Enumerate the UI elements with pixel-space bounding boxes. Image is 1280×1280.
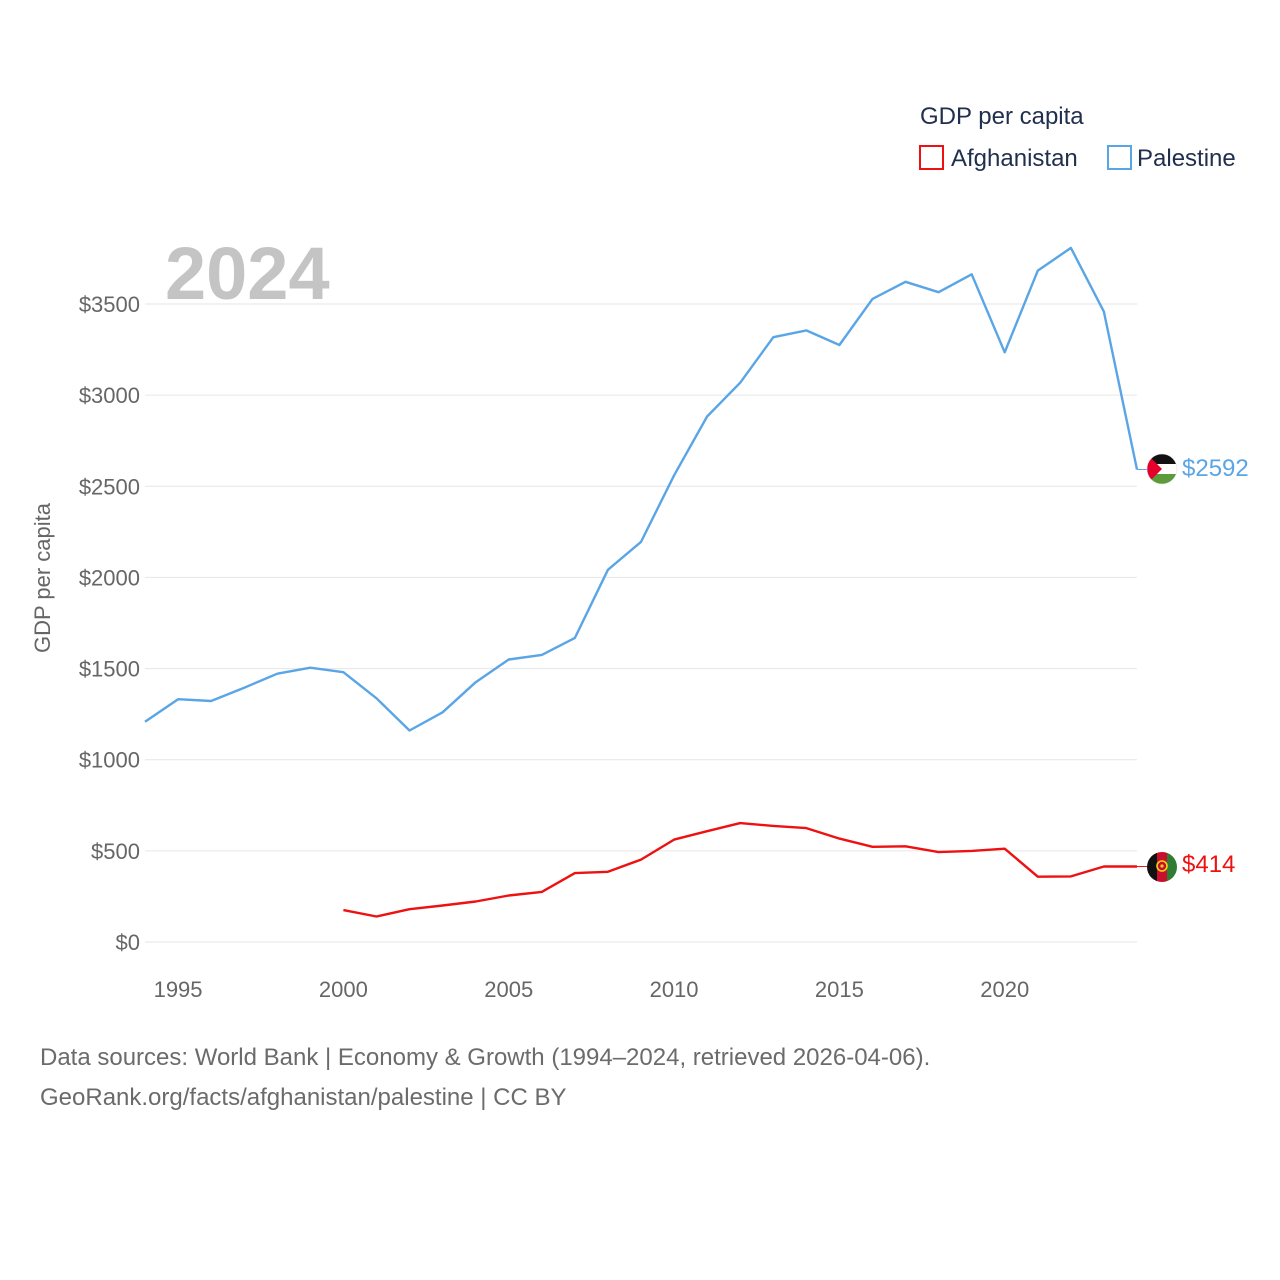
legend-swatch-palestine[interactable] (1107, 145, 1132, 170)
x-tick-label: 2015 (815, 977, 864, 1002)
series-lines (144, 246, 1139, 918)
legend-title: GDP per capita (920, 103, 1084, 130)
afghanistan-end-value: $414 (1182, 851, 1235, 878)
y-axis-label: GDP per capita (30, 502, 55, 653)
y-tick-label: $2500 (79, 474, 140, 499)
footer-sources: Data sources: World Bank | Economy & Gro… (40, 1044, 931, 1071)
end-markers: $2592 $414 (1137, 453, 1249, 882)
current-year-label: 2024 (165, 232, 330, 315)
y-tick-label: $1000 (79, 748, 140, 773)
series-line-afghanistan (343, 821, 1137, 918)
y-tick-label: $3000 (79, 383, 140, 408)
x-tick-label: 2005 (484, 977, 533, 1002)
x-tick-label: 2010 (650, 977, 699, 1002)
palestine-flag-icon (1147, 454, 1177, 484)
legend: GDP per capita Afghanistan Palestine (919, 103, 1236, 172)
x-tick-label: 2000 (319, 977, 368, 1002)
x-tick-label: 1995 (154, 977, 203, 1002)
y-tick-label: $3500 (79, 292, 140, 317)
x-tick-label: 2020 (980, 977, 1029, 1002)
legend-swatch-afghanistan[interactable] (919, 145, 944, 170)
footer-url[interactable]: GeoRank.org/facts/afghanistan/palestine … (40, 1084, 567, 1111)
y-tick-label: $2000 (79, 565, 140, 590)
series-line-palestine (144, 246, 1139, 732)
y-tick-label: $1500 (79, 657, 140, 682)
gridlines (145, 303, 1137, 943)
palestine-end-value: $2592 (1182, 455, 1249, 482)
y-tick-label: $500 (91, 839, 140, 864)
x-axis-ticks: 1995 2000 2005 2010 2015 2020 (154, 977, 1030, 1002)
y-axis-ticks: $0 $500 $1000 $1500 $2000 $2500 $3000 $3500 (79, 292, 140, 955)
legend-label-palestine[interactable]: Palestine (1137, 145, 1236, 172)
afghanistan-flag-icon (1147, 852, 1177, 882)
y-tick-label: $0 (116, 930, 140, 955)
legend-label-afghanistan[interactable]: Afghanistan (951, 145, 1078, 172)
